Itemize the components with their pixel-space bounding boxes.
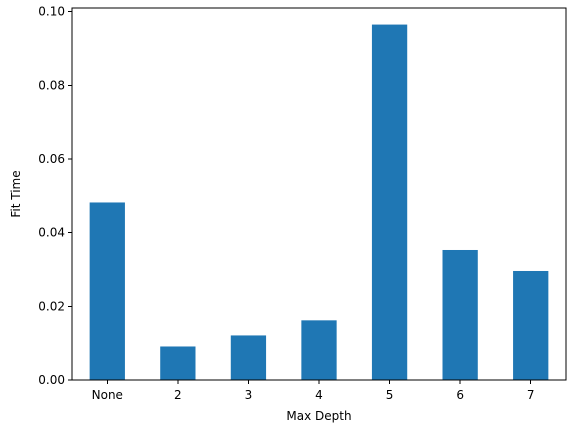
y-axis-ticks: 0.00 0.02 0.04 0.06 0.08 0.10 [38, 5, 72, 387]
x-tick-label: 6 [456, 388, 464, 402]
y-tick-label: 0.10 [38, 5, 65, 19]
x-axis-label: Max Depth [286, 409, 351, 423]
x-tick-label: 7 [527, 388, 535, 402]
bar-2 [160, 346, 196, 380]
x-tick-label: 3 [245, 388, 253, 402]
x-tick-label: 5 [386, 388, 394, 402]
y-tick-label: 0.06 [38, 152, 65, 166]
bars-group [89, 24, 549, 381]
bar-None [89, 202, 125, 380]
x-tick-label: 4 [315, 388, 323, 402]
bar-6 [442, 249, 478, 380]
plot-frame [71, 7, 567, 381]
x-tick-label: None [92, 388, 123, 402]
y-tick-label: 0.00 [38, 373, 65, 387]
bar-7 [513, 270, 549, 380]
y-axis-label: Fit Time [9, 170, 23, 217]
x-tick-label: 2 [174, 388, 182, 402]
y-tick-label: 0.04 [38, 226, 65, 240]
bar-4 [301, 320, 337, 380]
x-axis-ticks: None 2 3 4 5 6 7 [92, 380, 535, 402]
y-tick-label: 0.02 [38, 299, 65, 313]
bar-3 [230, 335, 267, 380]
y-tick-label: 0.08 [38, 78, 65, 92]
bar-5 [371, 24, 408, 381]
